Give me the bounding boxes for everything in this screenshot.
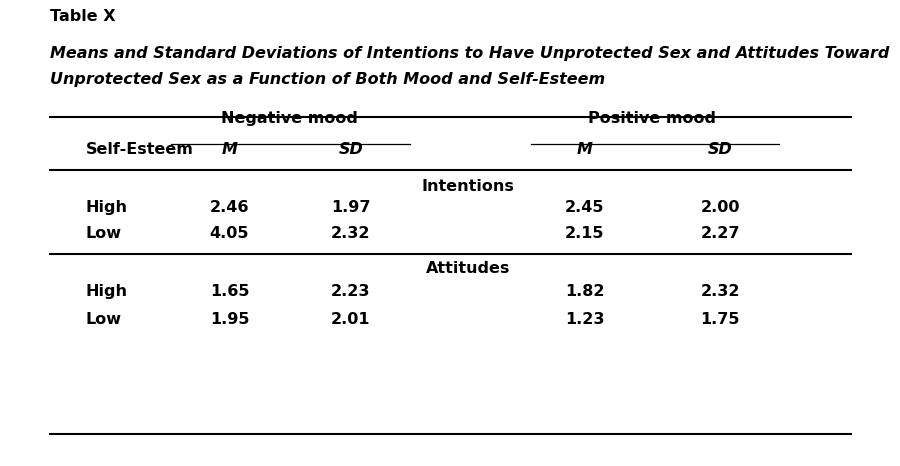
Text: 1.65: 1.65 [210, 284, 249, 299]
Text: Intentions: Intentions [421, 179, 515, 194]
Text: 2.15: 2.15 [565, 226, 605, 240]
Text: High: High [86, 284, 128, 299]
Text: Means and Standard Deviations of Intentions to Have Unprotected Sex and Attitude: Means and Standard Deviations of Intenti… [50, 46, 889, 61]
Text: Table X: Table X [50, 9, 115, 24]
Text: 1.95: 1.95 [210, 312, 249, 327]
Text: SD: SD [338, 142, 364, 157]
Text: 2.27: 2.27 [700, 226, 740, 240]
Text: 1.82: 1.82 [565, 284, 605, 299]
Text: Unprotected Sex as a Function of Both Mood and Self-Esteem: Unprotected Sex as a Function of Both Mo… [50, 72, 605, 87]
Text: High: High [86, 200, 128, 215]
Text: 2.32: 2.32 [700, 284, 740, 299]
Text: 2.00: 2.00 [700, 200, 740, 215]
Text: Low: Low [86, 312, 122, 327]
Text: Attitudes: Attitudes [426, 260, 510, 275]
Text: 4.05: 4.05 [210, 226, 249, 240]
Text: 1.97: 1.97 [331, 200, 371, 215]
Text: 2.01: 2.01 [331, 312, 371, 327]
Text: 1.75: 1.75 [700, 312, 740, 327]
Text: 1.23: 1.23 [565, 312, 605, 327]
Text: Self-Esteem: Self-Esteem [86, 142, 194, 157]
Text: Positive mood: Positive mood [589, 111, 716, 126]
Text: SD: SD [707, 142, 733, 157]
Text: Negative mood: Negative mood [221, 111, 358, 126]
Text: M: M [577, 142, 593, 157]
Text: M: M [221, 142, 238, 157]
Text: 2.45: 2.45 [565, 200, 605, 215]
Text: 2.23: 2.23 [331, 284, 371, 299]
Text: 2.32: 2.32 [331, 226, 371, 240]
Text: 2.46: 2.46 [210, 200, 249, 215]
Text: Low: Low [86, 226, 122, 240]
